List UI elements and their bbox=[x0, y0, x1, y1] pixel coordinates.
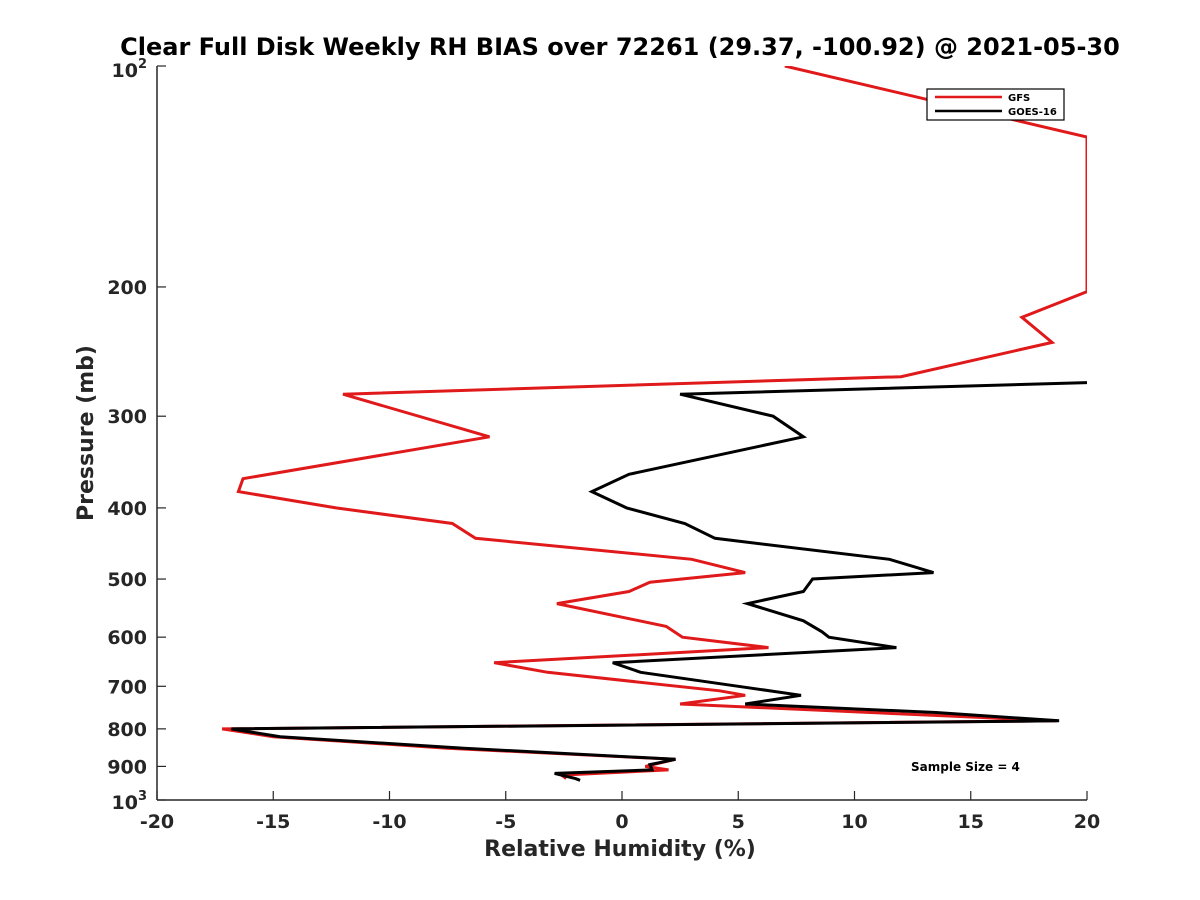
legend-box bbox=[926, 88, 1065, 121]
x-ticks: -20 -15 -10 -5 0 5 10 15 20 bbox=[140, 791, 1100, 833]
series-line-gfs bbox=[221, 66, 1087, 780]
x-tick-label: -10 bbox=[372, 811, 406, 833]
y-tick-label: 900 bbox=[107, 756, 147, 778]
y-tick-bottom-exp: 3 bbox=[138, 789, 147, 804]
legend-label-goes16: GOES-16 bbox=[1008, 107, 1057, 118]
y-tick-label: 200 bbox=[107, 277, 147, 299]
legend-label-gfs: GFS bbox=[1008, 93, 1030, 104]
x-tick-label: 5 bbox=[732, 811, 745, 833]
x-tick-label: 10 bbox=[841, 811, 867, 833]
x-tick-label: 0 bbox=[615, 811, 628, 833]
x-tick-label: 20 bbox=[1074, 811, 1100, 833]
y-tick-label: 600 bbox=[107, 627, 147, 649]
x-tick-label: -20 bbox=[140, 811, 174, 833]
y-ticks: 200 300 400 500 600 700 800 900 bbox=[107, 65, 166, 801]
y-tick-label-bottom: 103 bbox=[112, 789, 148, 814]
y-tick-bottom-base: 10 bbox=[112, 792, 138, 814]
y-tick-top-exp: 2 bbox=[138, 57, 147, 72]
y-tick-label: 300 bbox=[107, 406, 147, 428]
y-tick-label: 400 bbox=[107, 498, 147, 520]
x-tick-label: -15 bbox=[256, 811, 290, 833]
x-tick-label: 15 bbox=[958, 811, 984, 833]
y-tick-top-base: 10 bbox=[112, 60, 138, 82]
y-tick-label: 800 bbox=[107, 719, 147, 741]
y-tick-label: 500 bbox=[107, 569, 147, 591]
y-tick-label: 700 bbox=[107, 676, 147, 698]
x-axis-label: Relative Humidity (%) bbox=[484, 837, 756, 862]
legend: GFS GOES-16 bbox=[926, 88, 1065, 121]
chart-title: Clear Full Disk Weekly RH BIAS over 7226… bbox=[120, 33, 1120, 61]
sample-size-annotation: Sample Size = 4 bbox=[911, 760, 1020, 774]
y-axis-label: Pressure (mb) bbox=[74, 345, 99, 521]
x-tick-label: -5 bbox=[495, 811, 516, 833]
series-line-goes-16 bbox=[231, 381, 1087, 782]
plot-lines bbox=[221, 66, 1087, 782]
y-tick-label-top: 102 bbox=[112, 57, 148, 82]
